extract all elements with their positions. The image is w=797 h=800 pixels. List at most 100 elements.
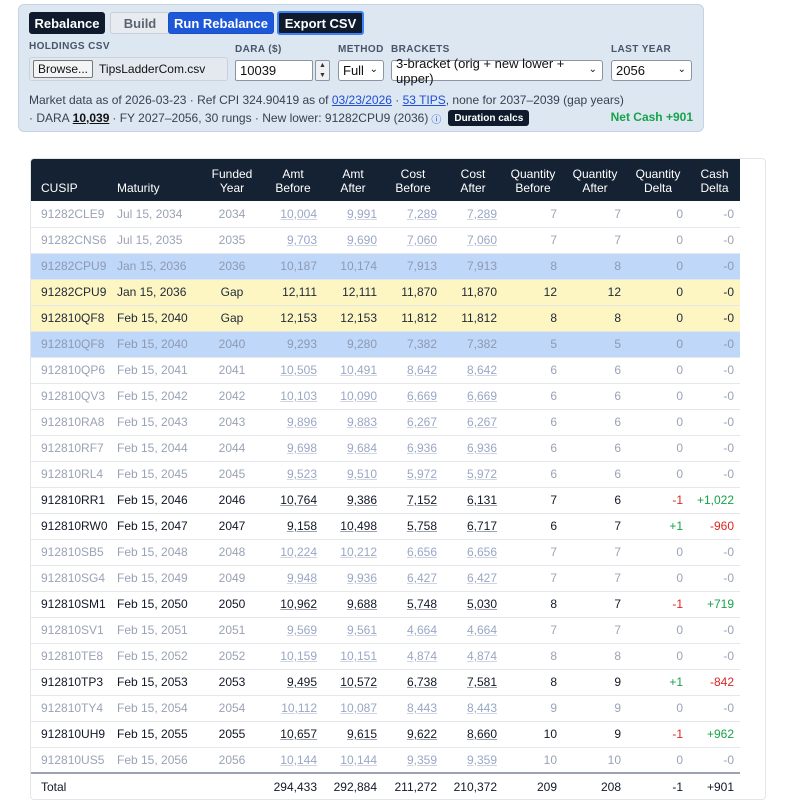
amt-before-cell[interactable]: 10,657 [263, 721, 323, 748]
amt-after-cell[interactable]: 10,151 [323, 643, 383, 670]
table-row[interactable]: 912810RR1 Feb 15, 2046 2046 10,764 9,386 7,15… [31, 487, 740, 514]
amt-after-cell[interactable]: 12,111 [323, 279, 383, 306]
amt-before-cell[interactable]: 10,159 [263, 643, 323, 670]
table-row[interactable]: 912810RF7 Feb 15, 2044 2044 9,698 9,684 6,936… [31, 435, 740, 462]
cost-before-cell[interactable]: 6,936 [383, 435, 443, 462]
cost-before-cell[interactable]: 7,060 [383, 227, 443, 254]
cost-after-cell[interactable]: 11,870 [443, 279, 503, 306]
spinner-up-icon[interactable]: ▲ [319, 62, 326, 70]
spinner-down-icon[interactable]: ▼ [319, 71, 326, 79]
amt-before-cell[interactable]: 9,523 [263, 461, 323, 488]
amt-before-cell[interactable]: 9,495 [263, 669, 323, 696]
table-row[interactable]: 912810QF8 Feb 15, 2040 Gap 12,153 12,153 11,8… [31, 305, 740, 332]
header-amt-after[interactable]: Amt After [323, 159, 383, 201]
amt-after-cell[interactable]: 9,690 [323, 227, 383, 254]
amt-after-cell[interactable]: 9,510 [323, 461, 383, 488]
table-row[interactable]: 91282CPU9 Jan 15, 2036 2036 10,187 10,174 7,9… [31, 253, 740, 280]
table-row[interactable]: 912810RW0 Feb 15, 2047 2047 9,158 10,498 5,75… [31, 513, 740, 540]
cost-before-cell[interactable]: 6,738 [383, 669, 443, 696]
cost-before-cell[interactable]: 8,642 [383, 357, 443, 384]
amt-after-cell[interactable]: 10,498 [323, 513, 383, 540]
cost-before-cell[interactable]: 9,359 [383, 747, 443, 774]
method-select[interactable]: Full ⌄ [338, 60, 384, 81]
amt-before-cell[interactable]: 10,187 [263, 253, 323, 280]
amt-before-cell[interactable]: 10,764 [263, 487, 323, 514]
amt-before-cell[interactable]: 10,224 [263, 539, 323, 566]
last-year-select[interactable]: 2056 ⌄ [611, 60, 692, 81]
export-csv-button[interactable]: Export CSV [277, 11, 364, 35]
header-qty-delta[interactable]: Quantity Delta [627, 159, 689, 201]
cost-before-cell[interactable]: 6,669 [383, 383, 443, 410]
build-tab[interactable]: Build [110, 12, 170, 34]
header-cusip[interactable]: CUSIP [31, 159, 111, 201]
amt-after-cell[interactable]: 9,883 [323, 409, 383, 436]
amt-before-cell[interactable]: 9,158 [263, 513, 323, 540]
cost-after-cell[interactable]: 7,289 [443, 201, 503, 228]
cost-before-cell[interactable]: 4,874 [383, 643, 443, 670]
cost-before-cell[interactable]: 7,289 [383, 201, 443, 228]
amt-before-cell[interactable]: 9,703 [263, 227, 323, 254]
amt-after-cell[interactable]: 10,491 [323, 357, 383, 384]
header-qty-before[interactable]: Quantity Before [503, 159, 563, 201]
table-row[interactable]: 912810RL4 Feb 15, 2045 2045 9,523 9,510 5,972… [31, 461, 740, 488]
amt-before-cell[interactable]: 10,112 [263, 695, 323, 722]
cost-after-cell[interactable]: 7,913 [443, 253, 503, 280]
holdings-file-input[interactable]: Browse... TipsLadderCom.csv [29, 57, 228, 81]
cost-after-cell[interactable]: 6,656 [443, 539, 503, 566]
amt-before-cell[interactable]: 10,962 [263, 591, 323, 618]
table-row[interactable]: 912810SB5 Feb 15, 2048 2048 10,224 10,212 6,6… [31, 539, 740, 566]
amt-before-cell[interactable]: 9,293 [263, 331, 323, 358]
amt-before-cell[interactable]: 9,896 [263, 409, 323, 436]
header-funded-year[interactable]: Funded Year [201, 159, 263, 201]
amt-after-cell[interactable]: 9,615 [323, 721, 383, 748]
table-row[interactable]: 912810TE8 Feb 15, 2052 2052 10,159 10,151 4,8… [31, 643, 740, 670]
amt-after-cell[interactable]: 9,386 [323, 487, 383, 514]
table-row[interactable]: 912810TY4 Feb 15, 2054 2054 10,112 10,087 8,4… [31, 695, 740, 722]
amt-after-cell[interactable]: 9,688 [323, 591, 383, 618]
cost-after-cell[interactable]: 8,660 [443, 721, 503, 748]
table-row[interactable]: 912810TP3 Feb 15, 2053 2053 9,495 10,572 6,73… [31, 669, 740, 696]
cost-before-cell[interactable]: 7,152 [383, 487, 443, 514]
cost-after-cell[interactable]: 6,427 [443, 565, 503, 592]
market-date-link[interactable]: 03/23/2026 [331, 93, 392, 107]
cost-after-cell[interactable]: 7,581 [443, 669, 503, 696]
cost-after-cell[interactable]: 8,642 [443, 357, 503, 384]
table-row[interactable]: 91282CNS6 Jul 15, 2035 2035 9,703 9,690 7,060… [31, 227, 740, 254]
amt-after-cell[interactable]: 9,936 [323, 565, 383, 592]
cost-before-cell[interactable]: 5,972 [383, 461, 443, 488]
amt-before-cell[interactable]: 9,948 [263, 565, 323, 592]
cost-after-cell[interactable]: 5,972 [443, 461, 503, 488]
header-qty-after[interactable]: Quantity After [563, 159, 627, 201]
cost-after-cell[interactable]: 6,131 [443, 487, 503, 514]
cost-before-cell[interactable]: 8,443 [383, 695, 443, 722]
cost-before-cell[interactable]: 6,656 [383, 539, 443, 566]
amt-after-cell[interactable]: 10,144 [323, 747, 383, 774]
amt-after-cell[interactable]: 9,280 [323, 331, 383, 358]
table-row[interactable]: 91282CPU9 Jan 15, 2036 Gap 12,111 12,111 11,8… [31, 279, 740, 306]
cost-after-cell[interactable]: 6,669 [443, 383, 503, 410]
rebalance-tab[interactable]: Rebalance [29, 12, 105, 34]
run-rebalance-button[interactable]: Run Rebalance [168, 12, 274, 34]
cost-before-cell[interactable]: 11,812 [383, 305, 443, 332]
table-row[interactable]: 912810QP6 Feb 15, 2041 2041 10,505 10,491 8,6… [31, 357, 740, 384]
amt-before-cell[interactable]: 10,505 [263, 357, 323, 384]
amt-before-cell[interactable]: 9,698 [263, 435, 323, 462]
table-row[interactable]: 912810SM1 Feb 15, 2050 2050 10,962 9,688 5,74… [31, 591, 740, 618]
table-row[interactable]: 912810QF8 Feb 15, 2040 2040 9,293 9,280 7,382… [31, 331, 740, 358]
amt-after-cell[interactable]: 12,153 [323, 305, 383, 332]
header-cost-before[interactable]: Cost Before [383, 159, 443, 201]
amt-after-cell[interactable]: 10,087 [323, 695, 383, 722]
cost-before-cell[interactable]: 5,758 [383, 513, 443, 540]
cost-after-cell[interactable]: 6,267 [443, 409, 503, 436]
amt-after-cell[interactable]: 10,174 [323, 253, 383, 280]
table-row[interactable]: 912810SV1 Feb 15, 2051 2051 9,569 9,561 4,664… [31, 617, 740, 644]
cost-after-cell[interactable]: 8,443 [443, 695, 503, 722]
table-row[interactable]: 91282CLE9 Jul 15, 2034 2034 10,004 9,991 7,28… [31, 201, 740, 228]
tips-count-link[interactable]: 53 TIPS [402, 93, 446, 107]
amt-before-cell[interactable]: 10,103 [263, 383, 323, 410]
amt-after-cell[interactable]: 9,561 [323, 617, 383, 644]
amt-before-cell[interactable]: 9,569 [263, 617, 323, 644]
dara-spinner[interactable]: ▲ ▼ [315, 60, 330, 81]
cost-before-cell[interactable]: 11,870 [383, 279, 443, 306]
cost-before-cell[interactable]: 4,664 [383, 617, 443, 644]
